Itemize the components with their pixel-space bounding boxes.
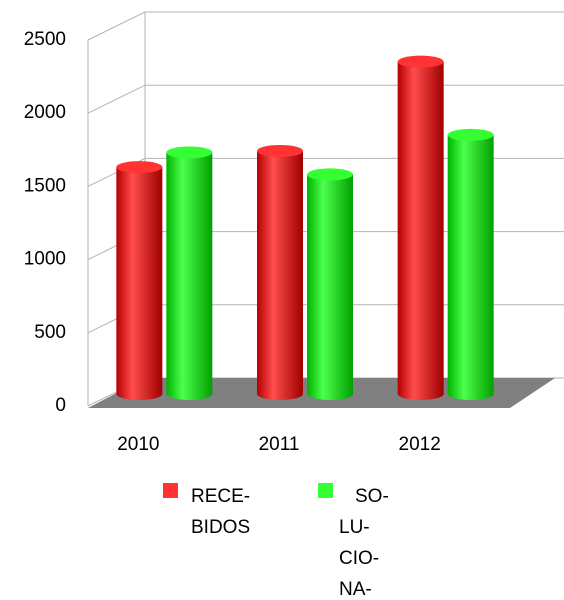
legend-label: SO- [355, 486, 389, 507]
y-tick-label: 500 [34, 322, 66, 343]
y-tick-label: 1000 [24, 249, 66, 270]
y-tick-label: 2500 [24, 29, 66, 50]
legend-label: RECE- [191, 486, 250, 507]
bar-top [307, 168, 353, 181]
legend-swatch [163, 483, 178, 498]
bar [447, 134, 494, 394]
x-tick-label: 2011 [259, 434, 300, 455]
x-tick-label: 2010 [117, 434, 159, 455]
bar [116, 167, 163, 394]
legend-label: NA- [339, 579, 372, 600]
y-tick-label: 1500 [24, 175, 66, 196]
bar-top [166, 146, 213, 159]
x-tick-label: 2012 [399, 434, 441, 455]
bar-top [257, 144, 303, 157]
bar-top [447, 128, 494, 141]
grid-line [87, 11, 564, 41]
bar-top [116, 161, 163, 174]
bar [166, 152, 213, 394]
legend-label: LU- [339, 517, 370, 538]
legend-label: BIDOS [191, 517, 250, 538]
grid-line [87, 84, 564, 114]
bar [307, 174, 353, 394]
bar-top [397, 55, 444, 68]
y-tick-label: 0 [55, 395, 66, 416]
bar [257, 150, 303, 394]
bar [397, 61, 444, 395]
legend-label: CIO- [339, 548, 379, 569]
legend-swatch [318, 483, 333, 498]
y-tick-label: 2000 [24, 102, 66, 123]
